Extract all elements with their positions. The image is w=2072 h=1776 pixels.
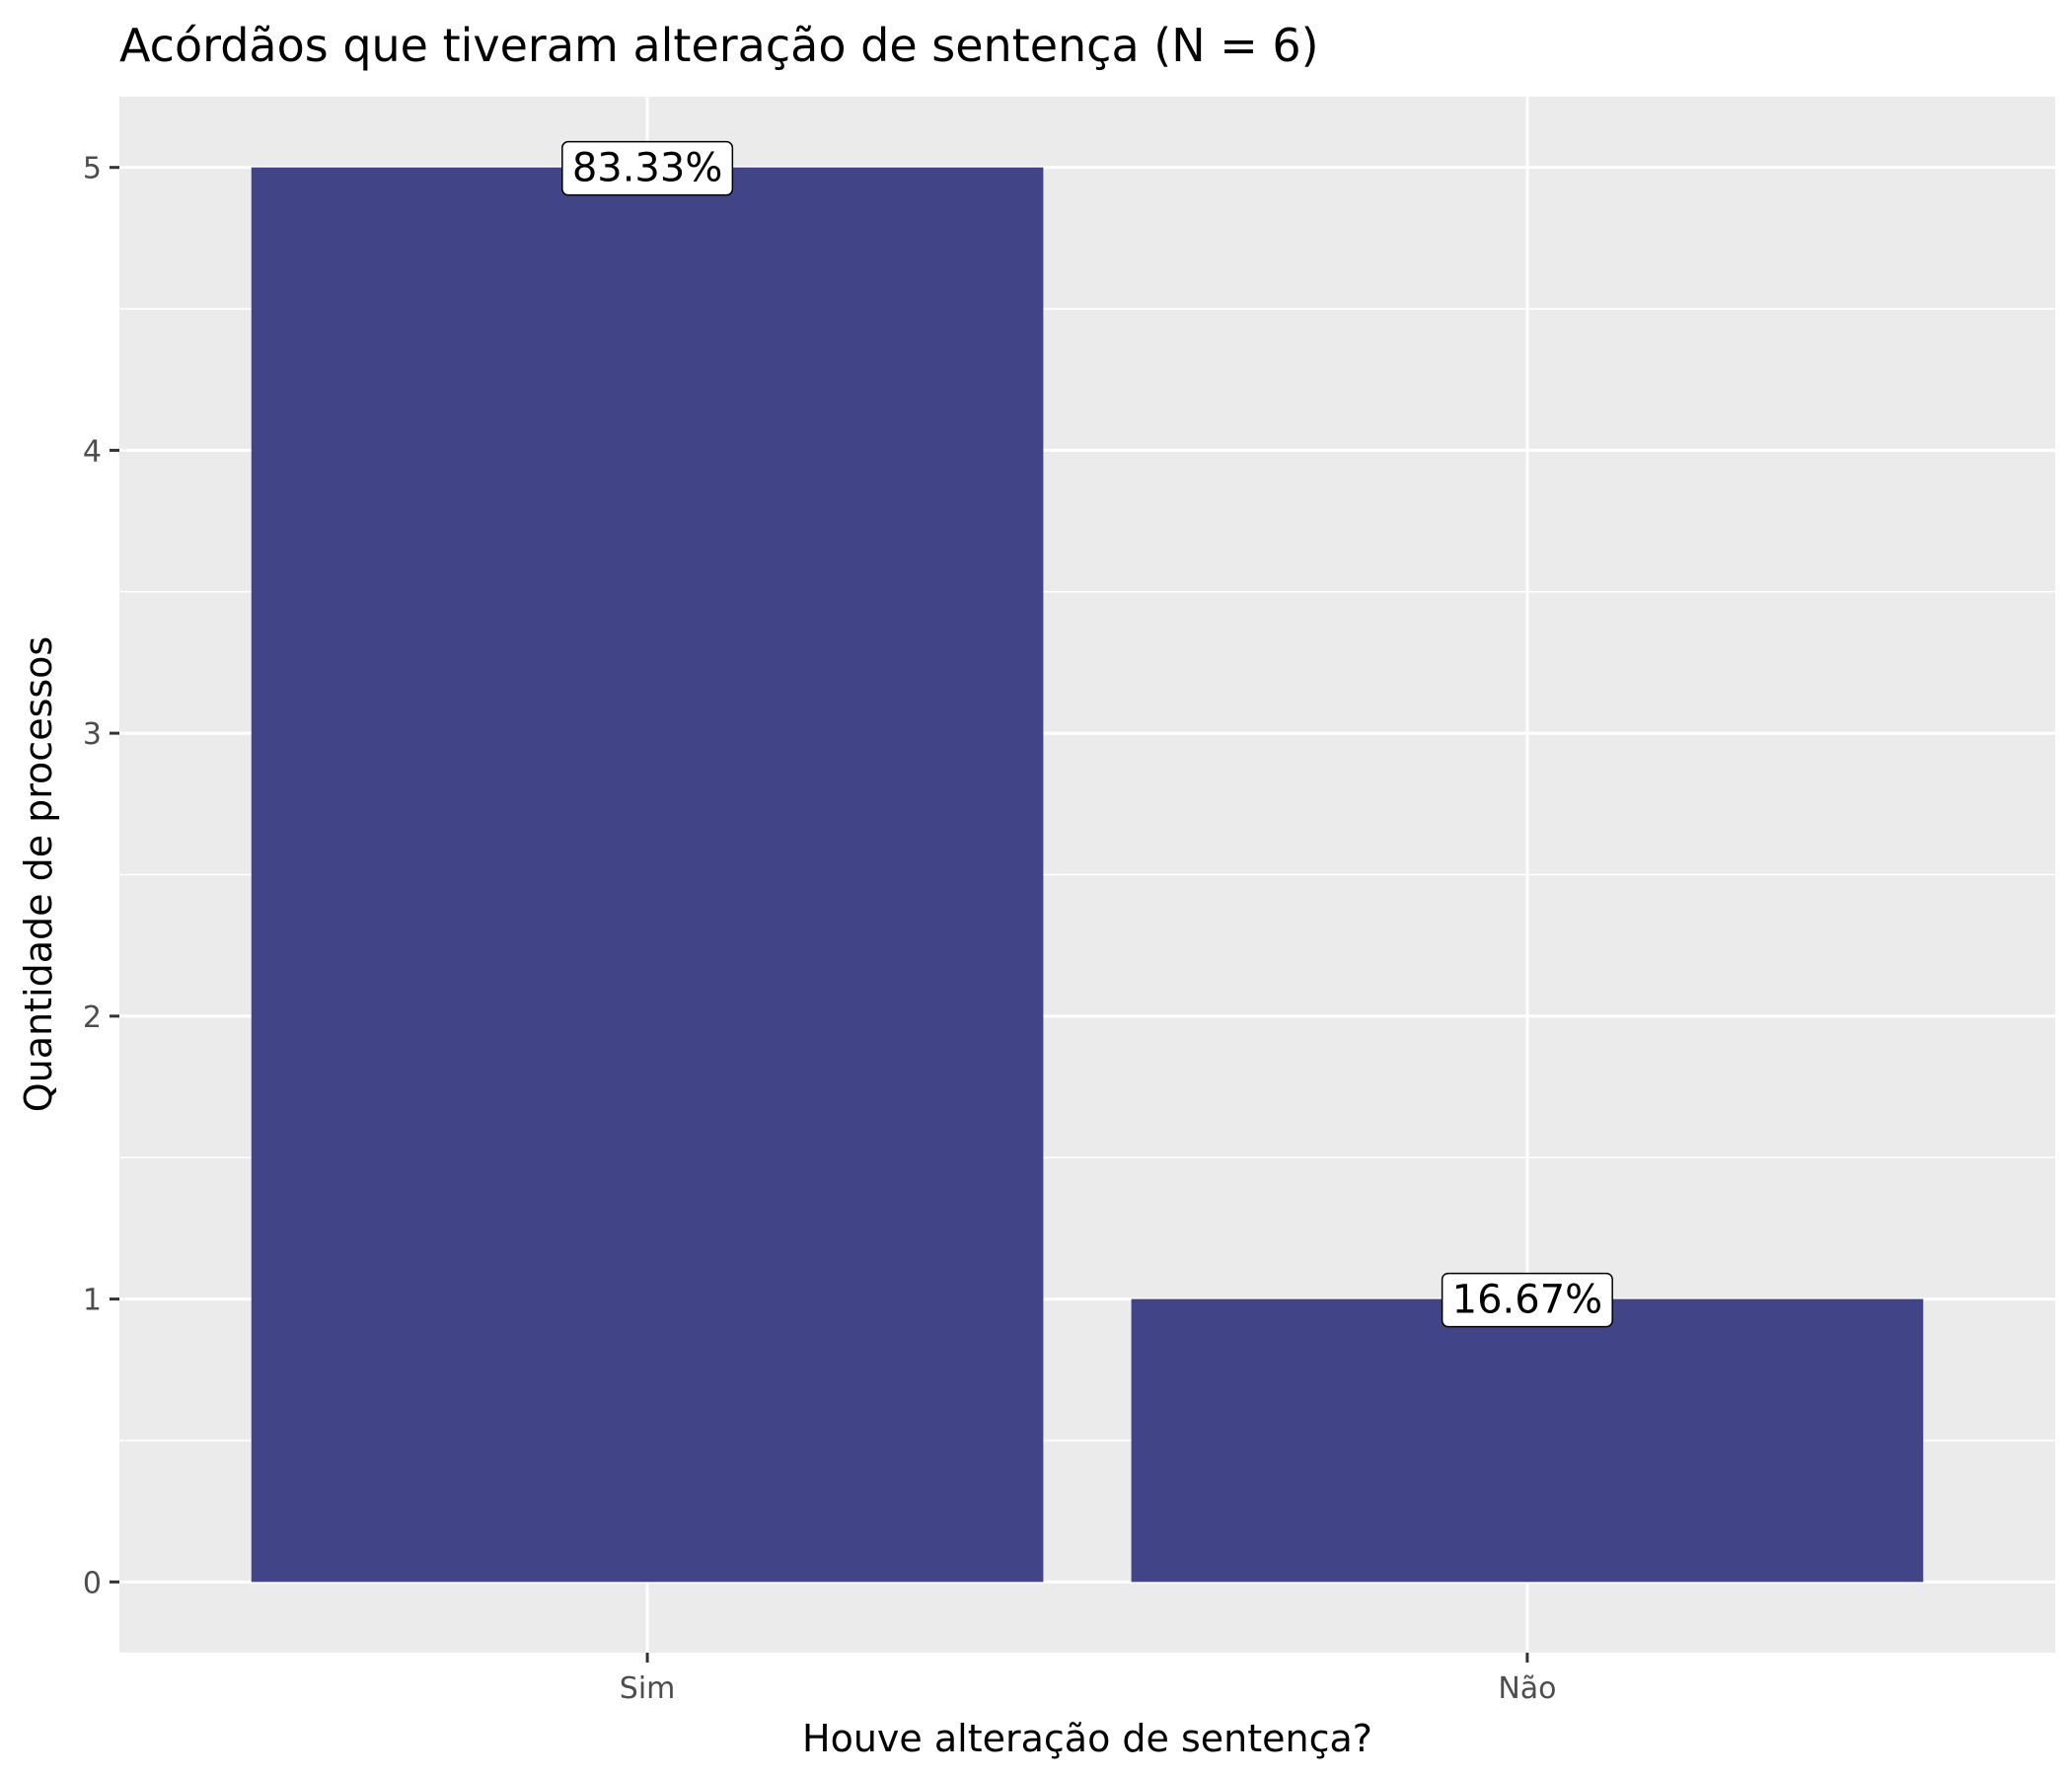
bars xyxy=(251,167,1924,1583)
data-label: 83.33% xyxy=(561,140,734,196)
data-label: 16.67% xyxy=(1441,1272,1613,1328)
y-tick-label: 3 xyxy=(83,717,102,752)
chart-title: Acórdãos que tiveram alteração de senten… xyxy=(119,19,1319,72)
bar xyxy=(251,167,1044,1583)
data-label-box xyxy=(1441,1272,1613,1328)
y-axis-title: Quantidade de processos xyxy=(17,636,60,1112)
bar xyxy=(1131,1298,1924,1583)
y-tick-label: 4 xyxy=(83,434,102,469)
data-label-text: 16.67% xyxy=(1452,1278,1603,1323)
y-tick-label: 1 xyxy=(83,1284,102,1318)
x-axis: Sim Não xyxy=(620,1653,1557,1706)
x-axis-title: Houve alteração de sentença? xyxy=(802,1717,1372,1760)
data-label-text: 83.33% xyxy=(572,146,723,191)
y-tick-label: 0 xyxy=(83,1566,102,1600)
data-label-box xyxy=(561,140,734,196)
y-axis: 0 1 2 3 4 5 xyxy=(83,152,119,1600)
data-labels: 83.33% 16.67% xyxy=(561,140,1613,1328)
y-tick-label: 5 xyxy=(83,152,102,186)
y-tick-label: 2 xyxy=(83,1000,102,1035)
x-tick-label: Sim xyxy=(620,1671,676,1706)
x-tick-label: Não xyxy=(1498,1671,1556,1706)
